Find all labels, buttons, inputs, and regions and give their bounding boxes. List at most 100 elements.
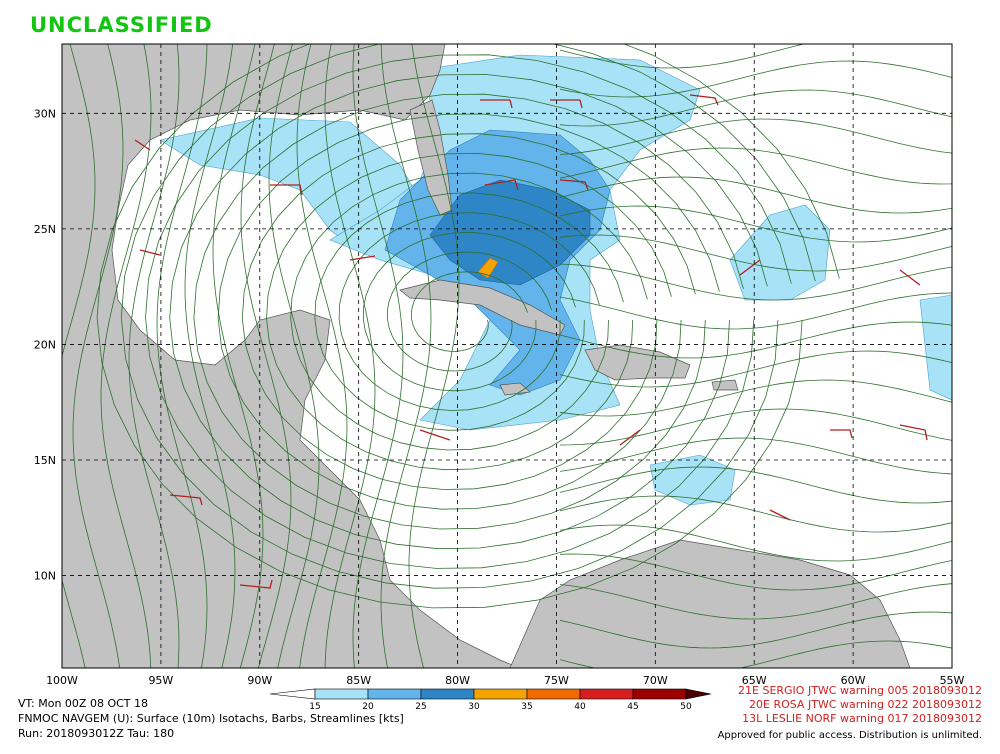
colorbar-label: 35 xyxy=(521,702,532,712)
streamline xyxy=(559,350,952,388)
streamline xyxy=(362,231,576,392)
lon-label: 90W xyxy=(247,674,272,687)
colorbar-label: 15 xyxy=(309,702,320,712)
isotach-region xyxy=(477,257,499,279)
streamline xyxy=(559,118,952,155)
streamline xyxy=(240,44,292,668)
streamline xyxy=(386,251,552,372)
colorbar-segment xyxy=(632,688,687,700)
streamline xyxy=(338,212,600,411)
streamline xyxy=(559,321,952,359)
streamline xyxy=(96,44,840,609)
streamline xyxy=(100,44,152,668)
streamline xyxy=(559,44,806,69)
lon-label: 60W xyxy=(841,674,866,687)
streamline xyxy=(241,133,696,490)
streamline xyxy=(559,640,952,668)
streamline xyxy=(290,172,648,451)
run-info: Run: 2018093012Z Tau: 180 xyxy=(18,727,174,740)
streamline xyxy=(559,60,952,98)
isotach-region xyxy=(729,204,831,301)
streamline xyxy=(120,44,816,589)
lon-label: 100W xyxy=(46,674,78,687)
streamline xyxy=(62,44,96,668)
streamline xyxy=(559,234,952,272)
streamline xyxy=(559,176,952,214)
colorbar-label: 45 xyxy=(627,702,638,712)
model-info: FNMOC NAVGEM (U): Surface (10m) Isotachs… xyxy=(18,712,404,725)
wind-barbs xyxy=(134,94,928,589)
streamline xyxy=(408,44,460,668)
colorbar-segment xyxy=(526,688,581,700)
streamline xyxy=(145,54,792,569)
colorbar-segment xyxy=(314,688,369,700)
streamline xyxy=(559,147,952,185)
streamline xyxy=(266,152,672,471)
warning: 13L LESLIE NORF warning 017 2018093012 xyxy=(742,712,982,725)
warning: 20E ROSA JTWC warning 022 2018093012 xyxy=(749,698,982,711)
lon-label: 65W xyxy=(742,674,767,687)
land xyxy=(711,379,739,391)
lon-label: 55W xyxy=(940,674,965,687)
streamline xyxy=(559,263,952,301)
land xyxy=(499,382,531,396)
land xyxy=(584,344,691,381)
classification: UNCLASSIFIED xyxy=(30,13,213,37)
streamline xyxy=(296,44,348,668)
lat-label: 25N xyxy=(34,223,56,236)
warning: 21E SERGIO JTWC warning 005 2018093012 xyxy=(738,684,982,697)
streamline xyxy=(410,271,528,352)
lat-label: 20N xyxy=(34,338,56,351)
lon-label: 80W xyxy=(445,674,470,687)
lat-label: 10N xyxy=(34,570,56,583)
colorbar-segment xyxy=(579,688,634,700)
colorbar-label: 40 xyxy=(574,702,586,712)
streamline xyxy=(217,113,720,510)
colorbar-over xyxy=(685,688,712,700)
streamline xyxy=(559,524,952,562)
colorbar-label: 30 xyxy=(468,702,480,712)
streamline xyxy=(156,44,208,668)
colorbar-label: 25 xyxy=(415,702,426,712)
streamline xyxy=(559,466,952,504)
streamline xyxy=(559,495,952,533)
lon-label: 70W xyxy=(643,674,668,687)
colorbar-segment xyxy=(473,688,528,700)
streamline xyxy=(559,611,952,649)
land xyxy=(509,539,911,668)
streamline xyxy=(184,44,236,668)
colorbar-segment xyxy=(420,688,475,700)
streamline xyxy=(559,437,952,475)
colorbar: 15 20 25 30 35 40 45 50 xyxy=(269,688,712,712)
warnings: 21E SERGIO JTWC warning 005 2018093012 2… xyxy=(738,684,982,725)
land xyxy=(62,44,521,668)
streamline xyxy=(352,44,404,668)
lon-label: 85W xyxy=(346,674,371,687)
colorbar-label: 20 xyxy=(362,702,374,712)
streamline xyxy=(193,93,744,530)
land xyxy=(409,99,453,216)
streamlines xyxy=(62,44,952,668)
streamline xyxy=(128,44,180,668)
map xyxy=(62,44,952,668)
streamline xyxy=(559,379,952,417)
release-note: Approved for public access. Distribution… xyxy=(718,730,982,741)
streamline xyxy=(324,44,376,668)
streamline xyxy=(559,583,952,620)
streamline xyxy=(559,89,952,127)
valid-time: VT: Mon 00Z 08 OCT 18 xyxy=(18,697,148,710)
colorbar-segment xyxy=(367,688,422,700)
streamline xyxy=(380,44,432,668)
streamline xyxy=(559,553,952,591)
streamline xyxy=(268,44,320,668)
colorbar-under xyxy=(269,688,316,700)
lon-label: 75W xyxy=(544,674,569,687)
streamline xyxy=(314,192,624,431)
graticule: 100W 95W 90W 85W 80W 75W 70W 65W 60W 55W 30N 25N 20N… xyxy=(34,44,965,687)
streamline xyxy=(559,408,952,446)
lat-label: 30N xyxy=(34,107,56,120)
streamline xyxy=(559,205,952,243)
streamline xyxy=(559,292,952,330)
lon-label: 95W xyxy=(148,674,173,687)
streamline xyxy=(72,44,124,668)
